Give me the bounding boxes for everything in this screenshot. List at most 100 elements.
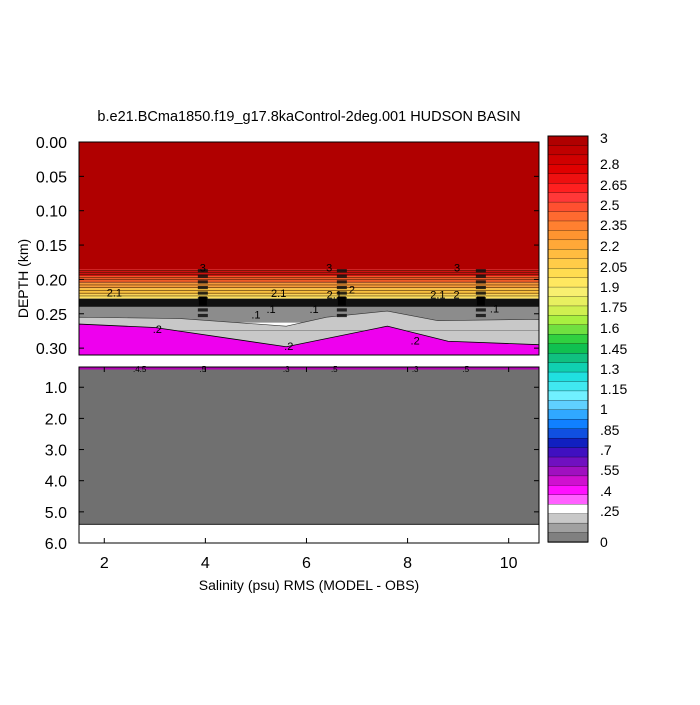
colorbar-swatch	[547, 409, 589, 420]
lower-panel-frame	[78, 366, 540, 544]
colorbar-swatch	[547, 428, 589, 439]
layer-band	[79, 288, 539, 295]
contour-label: .3	[283, 365, 290, 374]
y-tick-label: 0.15	[36, 238, 67, 255]
colorbar-swatch	[547, 485, 589, 496]
colorbar-swatch	[547, 400, 589, 411]
contour-label: .3	[412, 365, 419, 374]
contour-cluster-mark	[336, 313, 347, 318]
colorbar-swatch	[547, 211, 589, 222]
contour-cluster-mark	[337, 296, 346, 306]
contour-cluster-mark	[336, 280, 347, 284]
y-tick-label: 0.20	[36, 272, 67, 289]
colorbar-label: .25	[600, 503, 620, 519]
y-tick-label: 0.10	[36, 204, 67, 221]
colorbar-label: 1.3	[600, 361, 620, 377]
x-tick-label: 4	[201, 555, 210, 572]
contour-label: .1	[251, 309, 260, 321]
y-tick-label: 0.30	[36, 341, 67, 358]
colorbar-swatch	[547, 154, 589, 165]
y-axis-label: DEPTH (km)	[15, 239, 31, 318]
x-tick-label: 6	[302, 555, 311, 572]
contour-label: 2.1	[430, 290, 445, 302]
contour-cluster-mark	[476, 296, 485, 306]
upper-panel-frame	[78, 141, 540, 356]
y-tick-label: 0.00	[36, 135, 67, 152]
colorbar-swatch	[547, 513, 589, 524]
contour-label: .2	[153, 324, 162, 336]
colorbar-swatch	[547, 475, 589, 486]
x-tick-label: 2	[100, 555, 109, 572]
contour-label: 3	[326, 263, 332, 275]
contour-cluster-mark	[197, 291, 208, 295]
colorbar-swatch	[547, 296, 589, 307]
y-tick-label: 0.25	[36, 307, 67, 324]
colorbar-swatch	[547, 437, 589, 449]
colorbar-swatch	[547, 135, 589, 147]
colorbar-swatch	[547, 381, 589, 392]
lower-fill	[79, 367, 539, 525]
colorbar-frame	[547, 135, 589, 543]
colorbar-label: 2.5	[600, 197, 620, 213]
contour-label: 2.1	[271, 288, 286, 300]
contour-cluster-mark	[197, 308, 208, 312]
contour-label: .5	[200, 365, 207, 374]
contour-cluster-mark	[336, 291, 347, 295]
contour-label: 3	[200, 263, 206, 275]
y-tick-label: 1.0	[45, 380, 67, 397]
colorbar-label: 1.6	[600, 320, 620, 336]
colorbar-swatch	[547, 220, 589, 232]
y-tick-label: 6.0	[45, 536, 67, 553]
colorbar-label: 2.65	[600, 177, 627, 193]
contour-cluster-mark	[336, 308, 347, 312]
colorbar-swatch	[547, 258, 589, 269]
contour-cluster-mark	[475, 308, 486, 312]
x-tick-label: 10	[500, 555, 518, 572]
contour-label: .2	[411, 336, 420, 348]
contour-label: .5	[462, 365, 469, 374]
contour-cluster-mark	[197, 280, 208, 284]
colorbar-swatch	[547, 277, 589, 288]
colorbar-label: 1.15	[600, 381, 627, 397]
chart-title: b.e21.BCma1850.f19_g17.8kaControl-2deg.0…	[97, 109, 520, 125]
colorbar-swatch	[547, 466, 589, 477]
colorbar-swatch	[547, 164, 589, 175]
colorbar-swatch	[547, 286, 589, 298]
colorbar-swatch	[547, 145, 589, 156]
y-tick-label: 3.0	[45, 443, 67, 460]
colorbar-label: 1.9	[600, 279, 620, 295]
contour-cluster-mark	[336, 274, 347, 278]
y-tick-label: 2.0	[45, 411, 67, 428]
contour-label: .5	[331, 365, 338, 374]
contour-label: 3	[454, 263, 460, 275]
layer-band	[79, 323, 539, 355]
contour-cluster-mark	[198, 296, 207, 306]
contour-label: .1	[309, 304, 318, 316]
contour-label: 2	[454, 290, 460, 302]
y-tick-label: 4.0	[45, 474, 67, 491]
x-axis-label: Salinity (psu) RMS (MODEL - OBS)	[199, 577, 419, 593]
colorbar-swatch	[547, 268, 589, 279]
colorbar-swatch	[547, 183, 589, 194]
layer-band	[79, 142, 539, 270]
colorbar-swatch	[547, 201, 589, 213]
contour-cluster-mark	[197, 269, 208, 273]
colorbar-swatch	[547, 230, 589, 241]
colorbar-label: .4	[600, 483, 612, 499]
upper-panel-fill: 3 3 32.1 2.1 2.1 2 2.1 2.1.1.1.1.2.2.2	[79, 142, 539, 355]
colorbar-label: 2.05	[600, 259, 627, 275]
colorbar-swatch	[547, 362, 589, 373]
colorbar-swatch	[547, 456, 589, 468]
contour-cluster-mark	[475, 285, 486, 290]
colorbar-label: .85	[600, 422, 620, 438]
colorbar-swatch	[547, 522, 589, 534]
contour-cluster-mark	[475, 291, 486, 295]
colorbar-label: 2.35	[600, 217, 627, 233]
colorbar-label: 0	[600, 534, 608, 550]
contour-cluster-mark	[336, 285, 347, 290]
y-tick-label: 0.05	[36, 169, 67, 186]
colorbar-swatch	[547, 390, 589, 402]
contour-cluster-mark	[475, 274, 486, 278]
